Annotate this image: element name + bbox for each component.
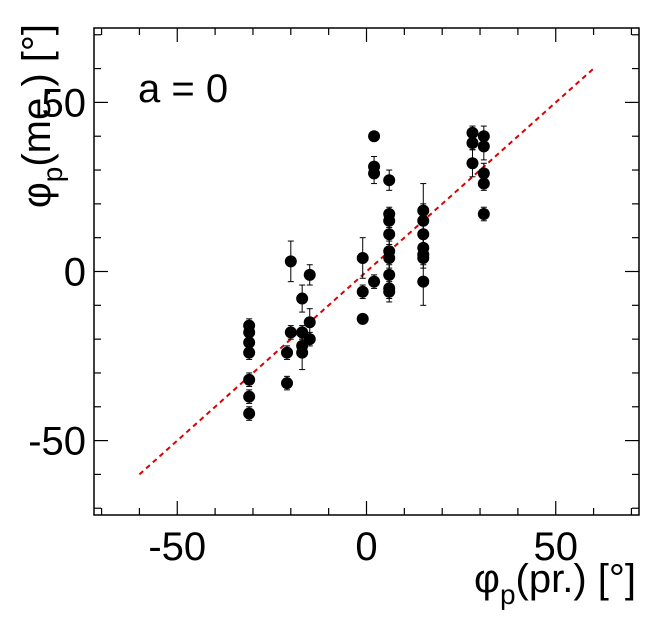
data-point	[477, 167, 490, 180]
data-point	[477, 140, 490, 153]
data-point	[296, 292, 309, 305]
data-point	[356, 312, 369, 325]
data-point	[281, 377, 294, 390]
data-point	[417, 275, 430, 288]
data-point	[303, 333, 316, 346]
data-point	[243, 326, 256, 339]
data-point	[466, 126, 479, 139]
data-point	[477, 177, 490, 190]
data-points	[243, 126, 490, 420]
data-point	[368, 167, 381, 180]
data-point	[466, 157, 479, 170]
data-point	[417, 204, 430, 217]
fit-line	[138, 67, 595, 476]
data-point	[417, 214, 430, 227]
data-point	[477, 208, 490, 221]
data-point	[383, 174, 396, 187]
data-point	[243, 346, 256, 359]
axis-ticks	[94, 28, 639, 515]
data-point	[296, 346, 309, 359]
x-axis-rest: (pr.) [°]	[516, 557, 636, 601]
data-point	[417, 251, 430, 264]
x-axis-title: φp(pr.) [°]	[474, 557, 636, 610]
tick-labels: -50 0 50 -50 0 50	[28, 81, 578, 569]
data-point	[356, 251, 369, 264]
data-point	[383, 228, 396, 241]
data-point	[417, 228, 430, 241]
x-tick-label: 50	[533, 525, 578, 569]
data-point	[243, 373, 256, 386]
data-point	[243, 336, 256, 349]
data-point	[303, 316, 316, 329]
data-point	[356, 285, 369, 298]
x-tick-label: -50	[148, 525, 206, 569]
y-axis-phi: φ	[15, 182, 59, 208]
y-axis-sub: p	[37, 167, 68, 183]
y-axis-title: φp(me.) [°]	[15, 24, 68, 208]
y-tick-label: 0	[64, 251, 86, 295]
data-point	[383, 285, 396, 298]
x-axis-phi: φ	[474, 557, 500, 601]
x-tick-label: 0	[355, 525, 377, 569]
data-point	[284, 255, 297, 268]
fit-line-group	[138, 67, 595, 476]
x-axis-sub: p	[500, 579, 516, 610]
y-tick-label: 50	[42, 81, 87, 125]
y-axis-rest: (me.) [°]	[15, 24, 59, 167]
data-point	[383, 268, 396, 281]
error-bars	[246, 125, 487, 421]
data-point	[368, 275, 381, 288]
data-point	[383, 251, 396, 264]
data-point	[466, 136, 479, 149]
data-point	[383, 214, 396, 227]
data-point	[284, 326, 297, 339]
annotation-label: a = 0	[138, 67, 228, 111]
data-point	[477, 130, 490, 143]
data-point	[281, 346, 294, 359]
data-point	[243, 407, 256, 420]
data-point	[368, 130, 381, 143]
y-tick-label: -50	[28, 420, 86, 464]
data-point	[303, 268, 316, 281]
data-point	[243, 390, 256, 403]
